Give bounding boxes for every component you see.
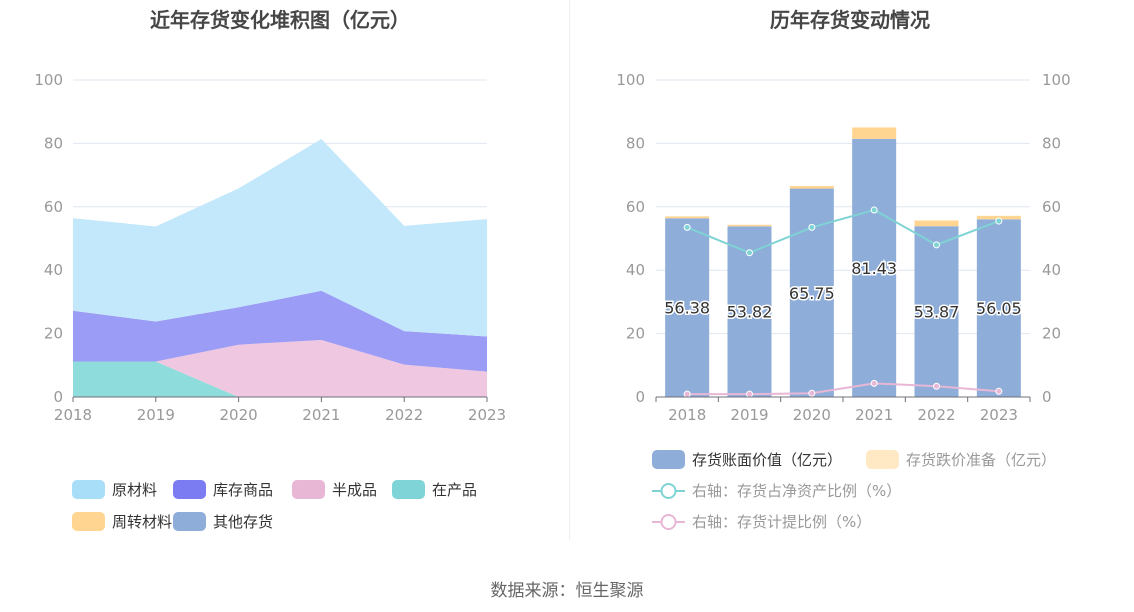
- legend-label: 原材料: [112, 481, 157, 499]
- line-右轴：存货占净资产比例（%）: [686, 208, 1000, 254]
- legend-label: 其他存货: [213, 513, 273, 531]
- bar-存货跌价准备（亿元）: [727, 224, 772, 227]
- legend-swatch: [392, 480, 425, 499]
- line-point: [683, 390, 691, 398]
- x-tick-label: 2023: [468, 406, 506, 424]
- x-tick-label: 2020: [220, 406, 258, 424]
- bar-value-label: 53.87: [914, 303, 960, 322]
- x-tick-label: 2022: [385, 406, 423, 424]
- data-source: 数据来源：恒生聚源: [490, 581, 644, 601]
- x-tick-label: 2019: [730, 406, 768, 424]
- area-库存商品: [73, 290, 487, 372]
- y-tick-label: 60: [626, 198, 645, 216]
- area-半成品: [73, 339, 487, 397]
- legend-label: 存货跌价准备（亿元）: [906, 451, 1056, 469]
- y2-tick-label: 0: [1042, 388, 1052, 406]
- y2-tick-label: 40: [1042, 261, 1061, 279]
- x-tick-label: 2023: [980, 406, 1018, 424]
- x-tick-label: 2019: [137, 406, 175, 424]
- legend-swatch: [652, 450, 685, 469]
- y-tick-label: 20: [44, 325, 63, 343]
- area-原材料: [73, 138, 487, 337]
- line-point: [933, 382, 940, 390]
- legend-marker: [660, 483, 677, 499]
- y-tick-label: 0: [53, 388, 63, 406]
- line-point: [808, 223, 816, 231]
- bar-存货账面价值（亿元）: [852, 138, 897, 398]
- line-point: [746, 249, 753, 257]
- right-chart-title: 历年存货变动情况: [770, 8, 930, 32]
- y-tick-label: 60: [44, 198, 63, 216]
- bar-value-label: 65.75: [789, 284, 835, 303]
- legend-swatch: [72, 512, 105, 531]
- bar-value-label: 81.43: [851, 259, 897, 278]
- x-tick-label: 2018: [668, 406, 706, 424]
- stacked-area-chart: 0 20 40 60 80 100 2018 2019 2020 2021 2022 2023 原材料 库…: [34, 71, 506, 531]
- bar-value-label: 53.82: [727, 303, 773, 322]
- line-point: [870, 206, 878, 214]
- y-tick-label: 40: [626, 261, 645, 279]
- legend-label: 在产品: [432, 481, 477, 499]
- y-tick-label: 20: [626, 325, 645, 343]
- line-point: [870, 379, 878, 387]
- area-在产品: [73, 361, 487, 397]
- bar-存货跌价准备（亿元）: [665, 216, 710, 219]
- x-tick-label: 2021: [302, 406, 340, 424]
- y-tick-label: 40: [44, 261, 63, 279]
- y2-tick-label: 20: [1042, 325, 1061, 343]
- y2-tick-label: 80: [1042, 134, 1061, 152]
- line-point: [933, 241, 940, 249]
- bar-存货跌价准备（亿元）: [852, 127, 897, 139]
- y-tick-label: 80: [626, 134, 645, 152]
- legend-marker: [660, 514, 677, 530]
- legend-swatch: [866, 450, 899, 469]
- line-point: [746, 390, 753, 398]
- y-tick-label: 100: [34, 71, 63, 89]
- line-point: [683, 223, 691, 231]
- bar-存货跌价准备（亿元）: [789, 186, 834, 189]
- legend-label: 存货账面价值（亿元）: [692, 451, 842, 469]
- legend-swatch: [72, 480, 105, 499]
- legend-swatch: [173, 480, 206, 499]
- x-tick-label: 2020: [793, 406, 831, 424]
- legend-swatch: [173, 512, 206, 531]
- x-tick-label: 2022: [917, 406, 955, 424]
- y-tick-label: 80: [44, 134, 63, 152]
- legend-label: 周转材料: [112, 513, 172, 531]
- line-point: [995, 387, 1003, 395]
- left-chart-title: 近年存货变化堆积图（亿元）: [150, 8, 410, 32]
- bar-存货跌价准备（亿元）: [914, 220, 959, 227]
- bar-value-label: 56.38: [664, 299, 710, 318]
- line-point: [808, 389, 816, 397]
- legend-label: 右轴：存货占净资产比例（%）: [692, 482, 901, 500]
- y2-tick-label: 100: [1042, 71, 1071, 89]
- bar-value-label: 56.05: [976, 299, 1022, 318]
- line-point: [995, 217, 1003, 225]
- bar-存货账面价值（亿元）: [914, 226, 959, 397]
- y-tick-label: 100: [616, 71, 645, 89]
- legend-label: 库存商品: [213, 481, 273, 499]
- legend-label: 半成品: [332, 481, 377, 499]
- x-tick-label: 2018: [54, 406, 92, 424]
- y-tick-label: 0: [635, 388, 645, 406]
- bar-存货账面价值（亿元）: [976, 219, 1021, 397]
- line-右轴：存货计提比例（%）: [687, 382, 999, 396]
- y2-tick-label: 60: [1042, 198, 1061, 216]
- legend-swatch: [292, 480, 325, 499]
- legend-label: 右轴：存货计提比例（%）: [692, 513, 871, 531]
- panel-divider: [569, 0, 570, 540]
- bar-line-chart: 0 20 40 60 80 100 0 20 40 60 80 100 56.38 53.82 65.75 8…: [616, 71, 1071, 531]
- x-tick-label: 2021: [855, 406, 893, 424]
- bar-存货账面价值（亿元）: [665, 218, 710, 397]
